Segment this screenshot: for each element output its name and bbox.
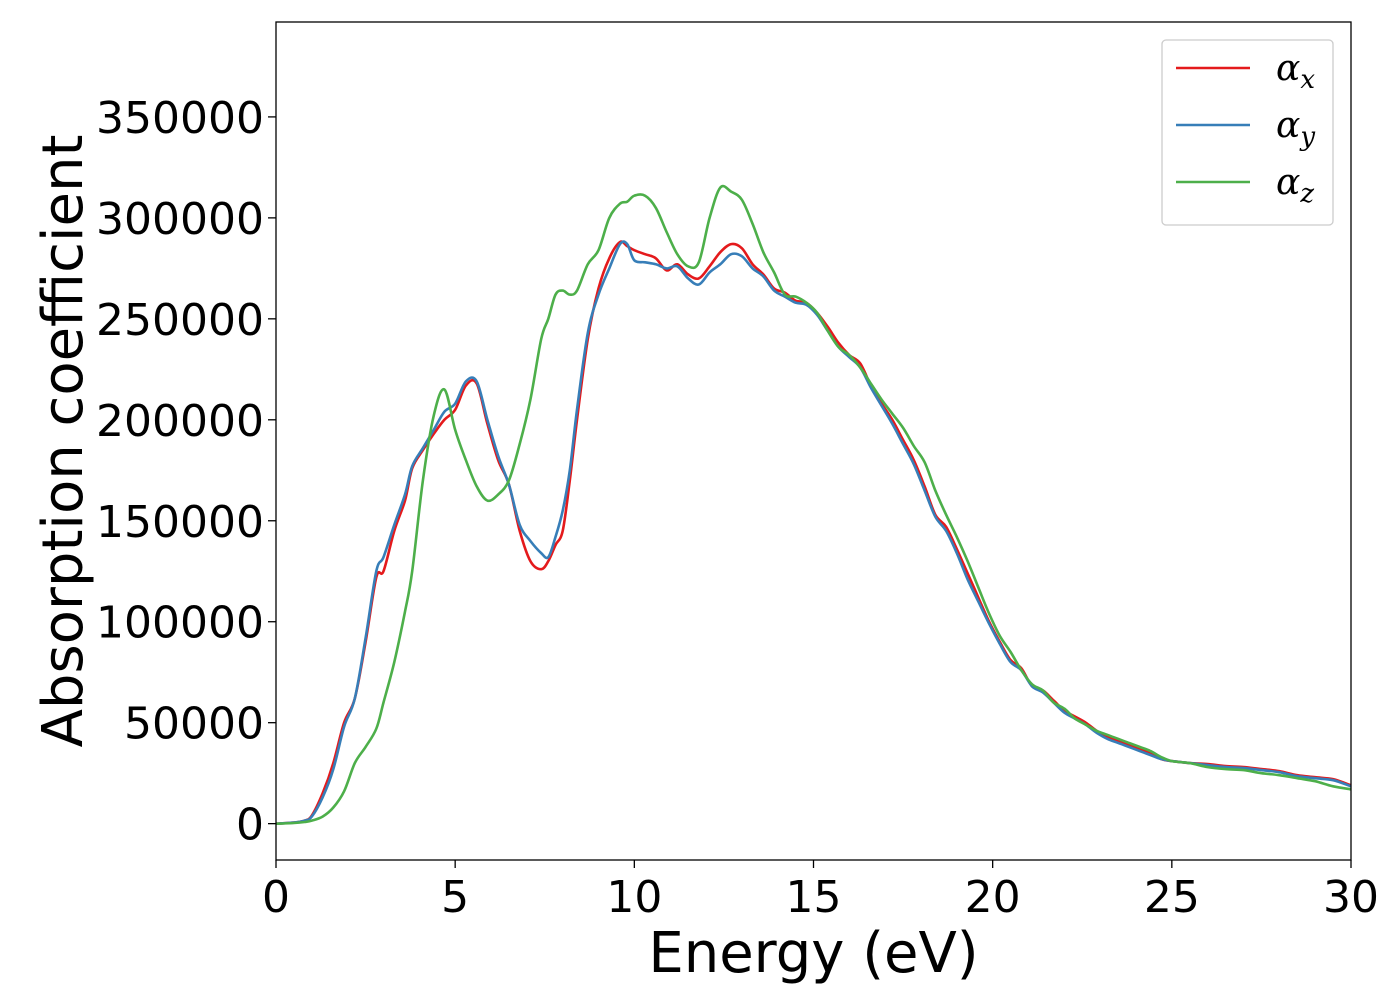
x-tick-label: 10 <box>606 872 662 923</box>
series-line-y <box>276 240 1351 825</box>
x-tick-label: 25 <box>1144 872 1200 923</box>
y-tick-label: 100000 <box>96 598 264 649</box>
legend-label-z: αz <box>1276 162 1314 209</box>
y-tick-label: 0 <box>236 800 264 851</box>
series-line-x <box>276 240 1351 825</box>
x-tick-label: 0 <box>262 872 290 923</box>
legend-label-x: αx <box>1276 48 1315 95</box>
x-axis-title: Energy (eV) <box>648 921 978 986</box>
legend-label-y: αy <box>1276 105 1315 152</box>
series-line-z <box>276 184 1351 825</box>
y-axis-title: Absorption coefficient <box>31 135 96 748</box>
y-tick-label: 250000 <box>96 295 264 346</box>
legend-box <box>1161 39 1334 226</box>
x-tick-label: 30 <box>1323 872 1379 923</box>
y-tick-label: 50000 <box>124 699 264 750</box>
y-tick-label: 200000 <box>96 396 264 447</box>
x-tick-label: 15 <box>786 872 842 923</box>
x-tick-label: 20 <box>965 872 1021 923</box>
series-layer <box>276 184 1351 825</box>
x-tick-label: 5 <box>441 872 469 923</box>
ticks-layer: 0 5 10 15 20 25 30 0 50000 100000 150000 200000 2500… <box>96 93 1379 923</box>
y-tick-label: 300000 <box>96 194 264 245</box>
y-tick-label: 350000 <box>96 93 264 144</box>
legend: αx αy αz <box>1161 39 1334 226</box>
y-tick-label: 150000 <box>96 497 264 548</box>
